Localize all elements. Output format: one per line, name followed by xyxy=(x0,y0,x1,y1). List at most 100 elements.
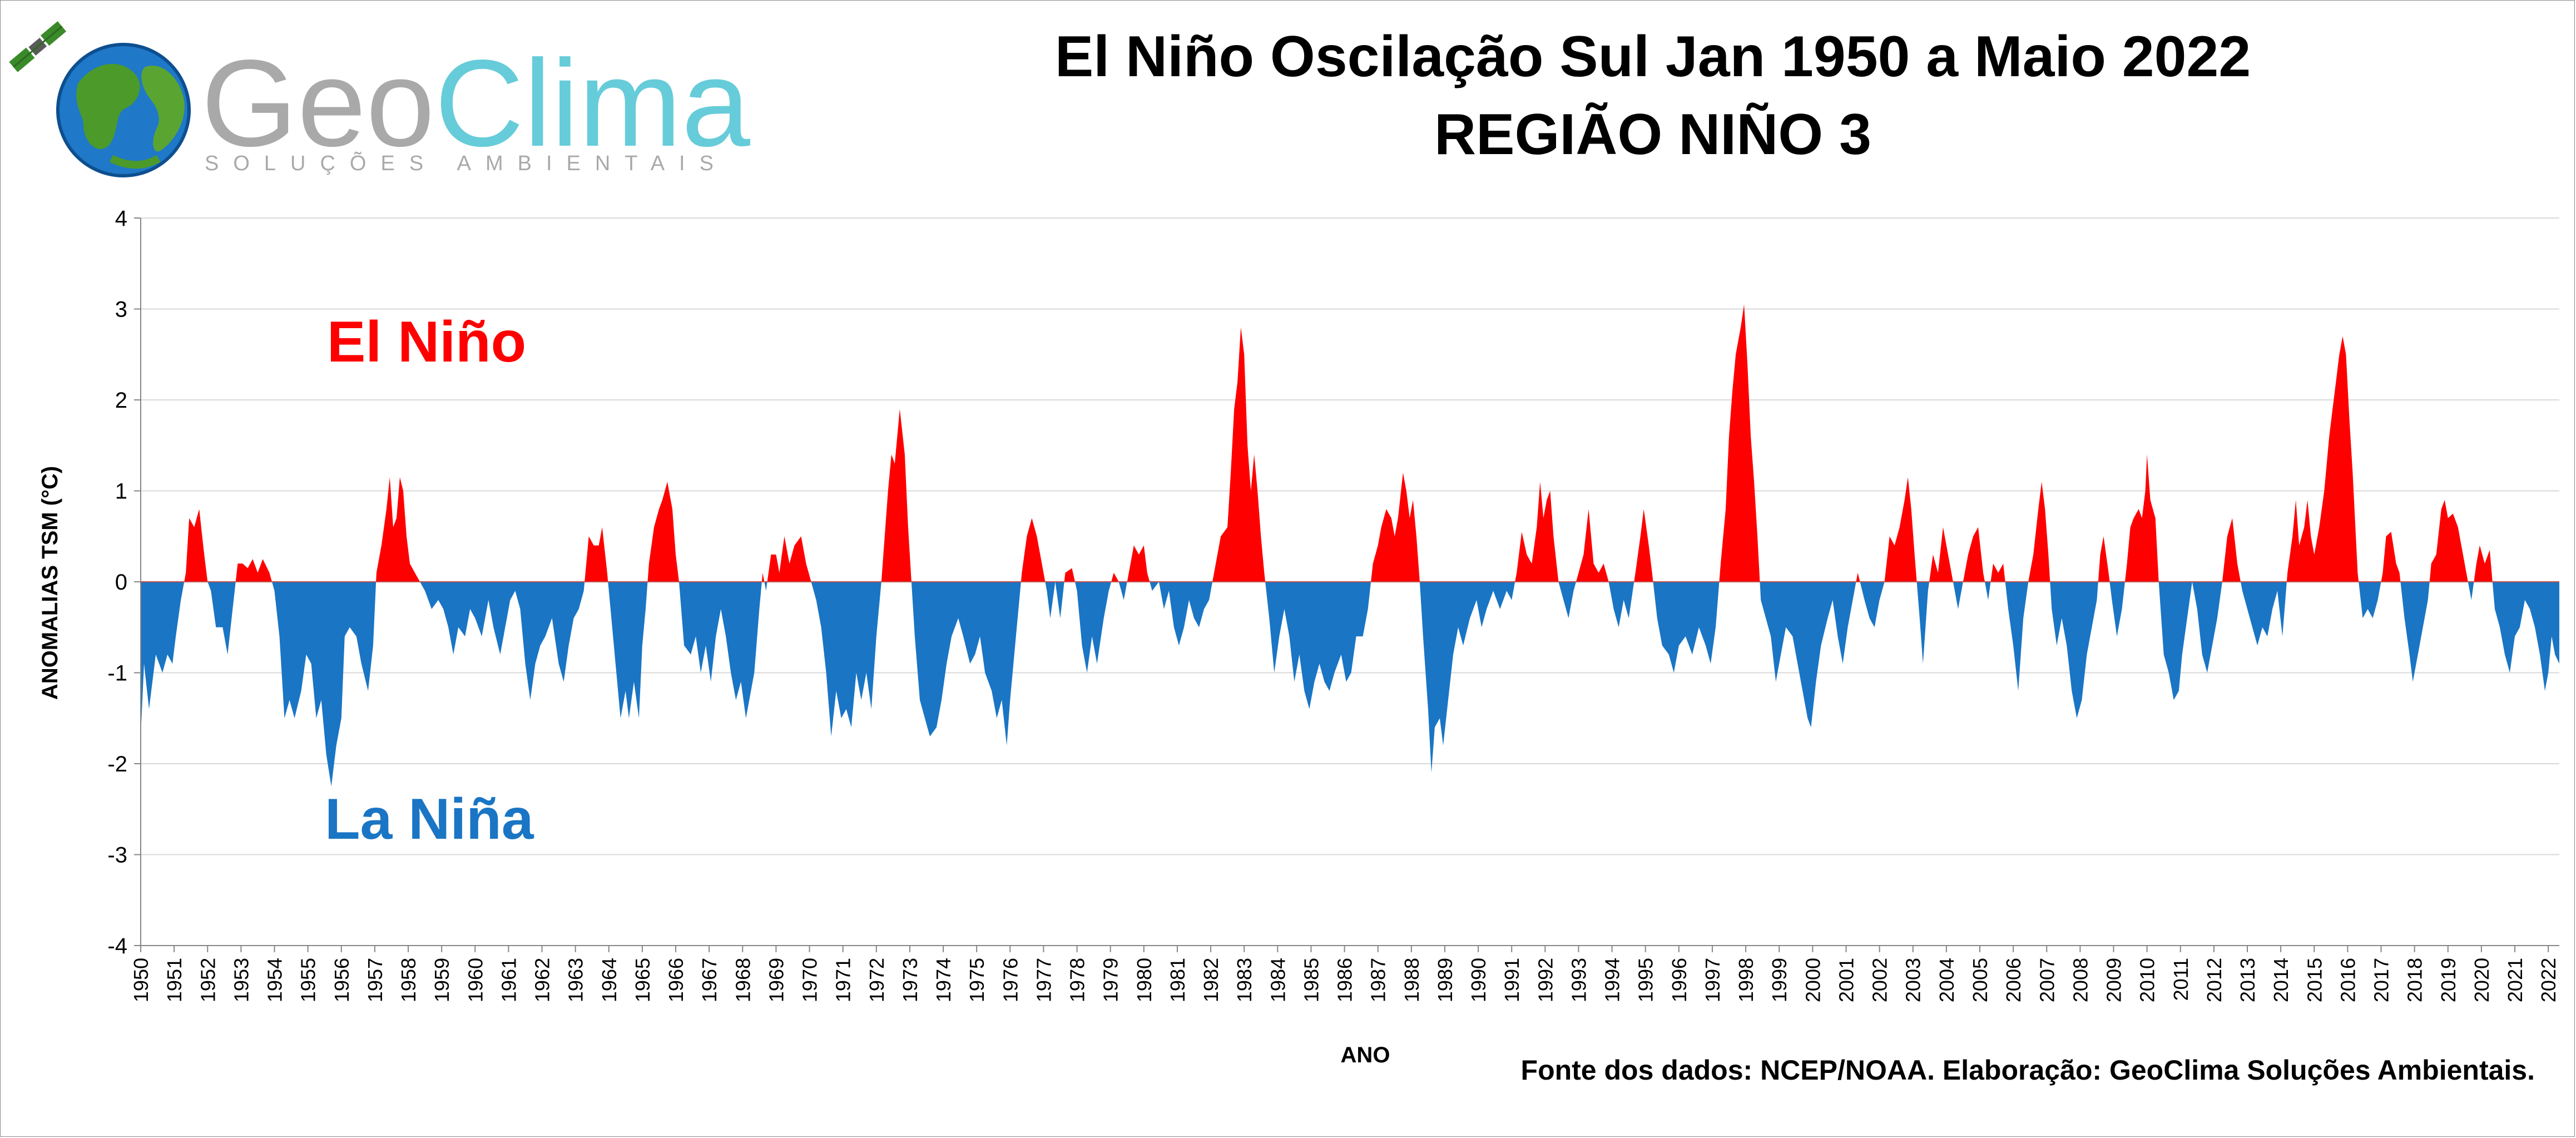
x-tick-label: 1983 xyxy=(1233,958,1256,1002)
la-nina-area xyxy=(141,582,2559,786)
x-tick-label: 1978 xyxy=(1066,958,1089,1002)
x-tick-label: 1987 xyxy=(1367,958,1390,1002)
x-tick-label: 1973 xyxy=(899,958,922,1002)
x-tick-label: 1971 xyxy=(832,958,855,1002)
y-tick-label: 0 xyxy=(115,570,127,595)
x-tick-label: 2004 xyxy=(1935,958,1958,1002)
x-tick-label: 2013 xyxy=(2236,958,2259,1002)
x-tick-label: 1957 xyxy=(364,958,387,1002)
x-tick-label: 1974 xyxy=(932,958,955,1002)
x-tick-label: 1969 xyxy=(765,958,787,1002)
x-tick-label: 1964 xyxy=(598,958,621,1002)
x-tick-label: 2006 xyxy=(2002,958,2025,1002)
x-tick-label: 1994 xyxy=(1601,958,1624,1002)
x-tick-label: 1953 xyxy=(230,958,252,1002)
x-tick-label: 1998 xyxy=(1735,958,1757,1002)
y-tick-label: -4 xyxy=(107,934,127,958)
x-tick-label: 2018 xyxy=(2404,958,2426,1002)
x-tick-label: 1951 xyxy=(163,958,186,1002)
chart-title-line2: REGIÃO NIÑO 3 xyxy=(1434,102,1871,167)
logo-brand-text: GeoClima xyxy=(201,34,751,172)
x-tick-label: 1972 xyxy=(865,958,888,1002)
y-tick-label: 2 xyxy=(115,388,127,413)
y-tick-label: -2 xyxy=(107,752,127,776)
x-tick-label: 1962 xyxy=(531,958,554,1002)
x-tick-label: 2008 xyxy=(2069,958,2092,1002)
y-tick-label: -1 xyxy=(107,661,127,686)
x-tick-label: 2017 xyxy=(2370,958,2393,1002)
x-tick-label: 1952 xyxy=(196,958,219,1002)
x-tick-label: 2009 xyxy=(2103,958,2126,1002)
logo-brand-part1: Geo xyxy=(201,34,435,172)
y-tick-label: 1 xyxy=(115,479,127,504)
la-nina-label: La Niña xyxy=(325,787,534,852)
x-tick-label: 1977 xyxy=(1032,958,1055,1002)
x-tick-labels: 1950 1951 1952 1953 1954 1955 1956 1957 1958 1959… xyxy=(130,958,2560,1002)
x-tick-label: 1958 xyxy=(397,958,420,1002)
x-tick-label: 2020 xyxy=(2470,958,2493,1002)
x-tick-label: 2015 xyxy=(2303,958,2326,1002)
x-tick-label: 1984 xyxy=(1266,958,1289,1002)
geoclima-logo: GeoClima SOLUÇÕES AMBIENTAIS xyxy=(9,21,751,177)
x-tick-label: 2021 xyxy=(2504,958,2527,1002)
axes xyxy=(134,217,2559,952)
x-tick-label: 2016 xyxy=(2336,958,2359,1002)
satellite-icon xyxy=(9,21,67,72)
x-tick-label: 2007 xyxy=(2035,958,2058,1002)
x-tick-label: 2012 xyxy=(2203,958,2226,1002)
x-tick-label: 1982 xyxy=(1200,958,1222,1002)
el-nino-area xyxy=(141,304,2559,582)
x-tick-label: 1981 xyxy=(1166,958,1189,1002)
x-tick-label: 1959 xyxy=(430,958,453,1002)
x-axis-title: ANO xyxy=(1341,1043,1390,1067)
x-tick-label: 1979 xyxy=(1099,958,1122,1002)
x-tick-label: 1955 xyxy=(297,958,320,1002)
x-tick-label: 1976 xyxy=(999,958,1022,1002)
x-tick-label: 1966 xyxy=(665,958,687,1002)
globe-icon xyxy=(56,43,191,177)
y-tick-label: 3 xyxy=(115,298,127,322)
y-axis-title: ANOMALIAS TSM (°C) xyxy=(38,466,62,700)
x-tick-label: 1954 xyxy=(264,958,286,1002)
x-tick-label: 1967 xyxy=(698,958,721,1002)
x-tick-label: 2014 xyxy=(2270,958,2292,1002)
logo-tagline: SOLUÇÕES AMBIENTAIS xyxy=(205,151,728,175)
y-tick-labels: -4 -3 -2 -1 0 1 2 3 4 xyxy=(107,206,127,958)
x-tick-label: 1990 xyxy=(1467,958,1490,1002)
x-tick-label: 1991 xyxy=(1500,958,1523,1002)
source-note: Fonte dos dados: NCEP/NOAA. Elaboração: … xyxy=(1521,1055,2535,1086)
anomaly-area xyxy=(141,304,2559,786)
x-tick-label: 1996 xyxy=(1668,958,1691,1002)
x-tick-label: 1999 xyxy=(1768,958,1791,1002)
x-tick-label: 1985 xyxy=(1300,958,1323,1002)
x-tick-label: 1995 xyxy=(1634,958,1657,1002)
x-tick-label: 1960 xyxy=(464,958,487,1002)
x-tick-label: 1989 xyxy=(1434,958,1457,1002)
chart-title-line1: El Niño Oscilação Sul Jan 1950 a Maio 20… xyxy=(1055,24,2251,89)
x-tick-label: 1968 xyxy=(731,958,754,1002)
x-tick-label: 1980 xyxy=(1133,958,1156,1002)
x-tick-label: 1965 xyxy=(631,958,654,1002)
x-tick-label: 2011 xyxy=(2169,958,2192,1001)
x-tick-label: 2022 xyxy=(2537,958,2560,1002)
x-tick-label: 1993 xyxy=(1568,958,1591,1002)
x-tick-label: 2001 xyxy=(1835,958,1858,1002)
x-tick-label: 1950 xyxy=(130,958,152,1002)
x-tick-label: 2000 xyxy=(1801,958,1824,1002)
x-tick-label: 2003 xyxy=(1902,958,1925,1002)
x-tick-label: 1956 xyxy=(330,958,353,1002)
x-tick-label: 2019 xyxy=(2437,958,2460,1002)
x-tick-label: 2002 xyxy=(1869,958,1891,1002)
y-tick-label: 4 xyxy=(115,206,127,231)
x-tick-label: 1970 xyxy=(799,958,821,1002)
x-tick-label: 2005 xyxy=(1969,958,1992,1002)
x-tick-label: 1988 xyxy=(1400,958,1423,1002)
x-tick-label: 1992 xyxy=(1534,958,1557,1002)
y-tick-label: -3 xyxy=(107,843,127,868)
x-tick-label: 1961 xyxy=(497,958,520,1002)
x-tick-label: 2010 xyxy=(2136,958,2159,1002)
logo-brand-part2: Clima xyxy=(435,34,751,172)
x-tick-label: 1997 xyxy=(1701,958,1724,1002)
x-tick-label: 1963 xyxy=(564,958,587,1002)
